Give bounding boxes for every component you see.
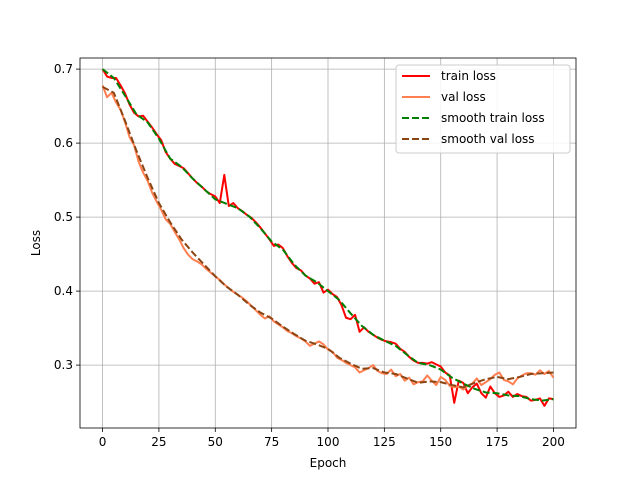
x-tick-label: 175	[486, 435, 509, 449]
x-tick-label: 25	[151, 435, 166, 449]
x-tick-label: 75	[264, 435, 279, 449]
legend-label: smooth val loss	[441, 132, 535, 146]
x-tick-label: 100	[317, 435, 340, 449]
x-tick-label: 150	[429, 435, 452, 449]
legend: train loss val loss smooth train loss smoot…	[395, 64, 571, 154]
y-axis-label: Loss	[29, 230, 43, 256]
series-lines	[101, 68, 555, 407]
legend-box	[395, 64, 571, 154]
y-tick-label: 0.6	[54, 136, 73, 150]
x-tick-label: 50	[208, 435, 223, 449]
x-axis-label: Epoch	[310, 456, 347, 470]
legend-label: train loss	[441, 69, 496, 83]
y-tick-label: 0.3	[54, 358, 73, 372]
axis-ticks: 0 25 50 75 100 125 150 175 200 0.3 0.4 0.5 0.6 0.7	[54, 62, 565, 449]
legend-label: val loss	[441, 90, 486, 104]
legend-label: smooth train loss	[441, 111, 545, 125]
y-tick-label: 0.7	[54, 62, 73, 76]
x-tick-label: 200	[542, 435, 565, 449]
x-tick-label: 0	[99, 435, 107, 449]
y-tick-label: 0.4	[54, 284, 73, 298]
x-tick-label: 125	[373, 435, 396, 449]
y-tick-label: 0.5	[54, 210, 73, 224]
series-line-smooth-train-loss	[101, 68, 554, 402]
series-line-smooth-val-loss	[102, 85, 554, 389]
